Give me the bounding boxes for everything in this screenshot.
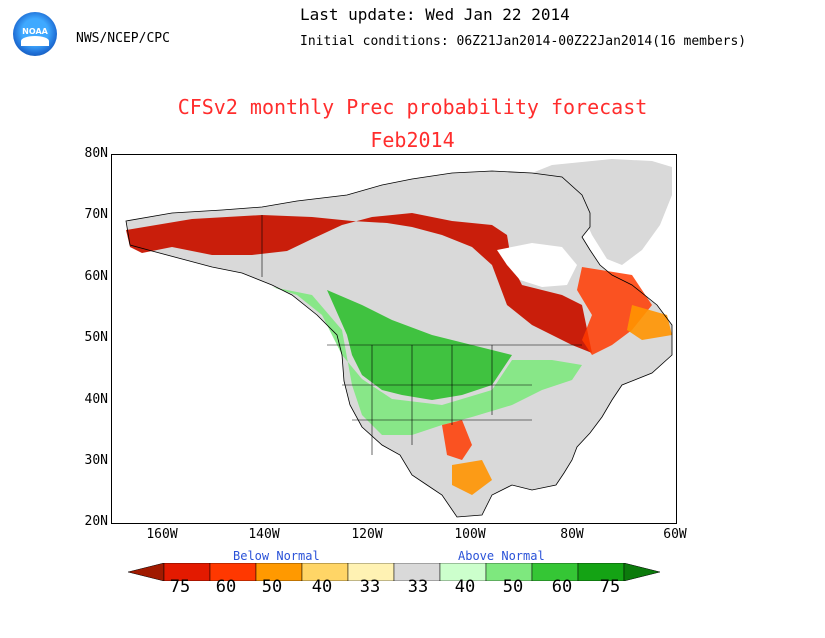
forecast-map: [111, 154, 677, 524]
coastline: [125, 170, 673, 518]
agency-label: NWS/NCEP/CPC: [76, 31, 170, 46]
legend-arrow-left: [128, 563, 165, 581]
legend-value-label: 33: [359, 577, 381, 597]
lon-label-60w: 60W: [663, 527, 687, 542]
legend-below-normal-label: Below Normal: [233, 549, 320, 563]
lat-label-80n: 80N: [84, 146, 108, 161]
last-update-text: Last update: Wed Jan 22 2014: [300, 5, 570, 24]
lat-label-60n: 60N: [84, 269, 108, 284]
lat-label-20n: 20N: [84, 514, 108, 529]
noaa-logo-text: NOAA: [22, 27, 48, 36]
bird-icon: [21, 36, 49, 46]
below-normal-weak-south-region: [452, 460, 492, 495]
below-normal-strong-region: [126, 213, 592, 353]
legend-value-label: 50: [261, 577, 283, 597]
political-borders: [261, 215, 582, 455]
lon-label-140w: 140W: [248, 527, 280, 542]
below-normal-medium-region: [577, 267, 652, 355]
legend-value-label: 60: [215, 577, 237, 597]
initial-conditions-text: Initial conditions: 06Z21Jan2014-00Z22Ja…: [300, 34, 747, 49]
legend-value-label: 33: [407, 577, 429, 597]
legend-above-normal-label: Above Normal: [458, 549, 545, 563]
lon-label-120w: 120W: [351, 527, 383, 542]
legend-value-label: 75: [599, 577, 621, 597]
lon-label-100w: 100W: [454, 527, 486, 542]
legend-value-label: 60: [551, 577, 573, 597]
lon-label-80w: 80W: [560, 527, 584, 542]
chart-subtitle-month: Feb2014: [370, 128, 455, 152]
above-normal-medium-region: [272, 287, 582, 435]
noaa-logo: NOAA: [13, 12, 57, 56]
hudson-bay: [497, 243, 577, 287]
legend-value-label: 40: [311, 577, 333, 597]
lat-label-70n: 70N: [84, 207, 108, 222]
below-normal-south-region: [442, 420, 472, 460]
lat-label-40n: 40N: [84, 392, 108, 407]
lon-label-160w: 160W: [146, 527, 178, 542]
legend-value-label: 40: [454, 577, 476, 597]
legend-arrow-right: [623, 563, 660, 581]
legend-value-label: 75: [169, 577, 191, 597]
legend-colorbar: [128, 563, 660, 581]
lat-label-30n: 30N: [84, 453, 108, 468]
lat-label-50n: 50N: [84, 330, 108, 345]
chart-title: CFSv2 monthly Prec probability forecast: [177, 95, 648, 119]
legend-value-label: 50: [502, 577, 524, 597]
below-normal-weak-region: [627, 305, 672, 340]
